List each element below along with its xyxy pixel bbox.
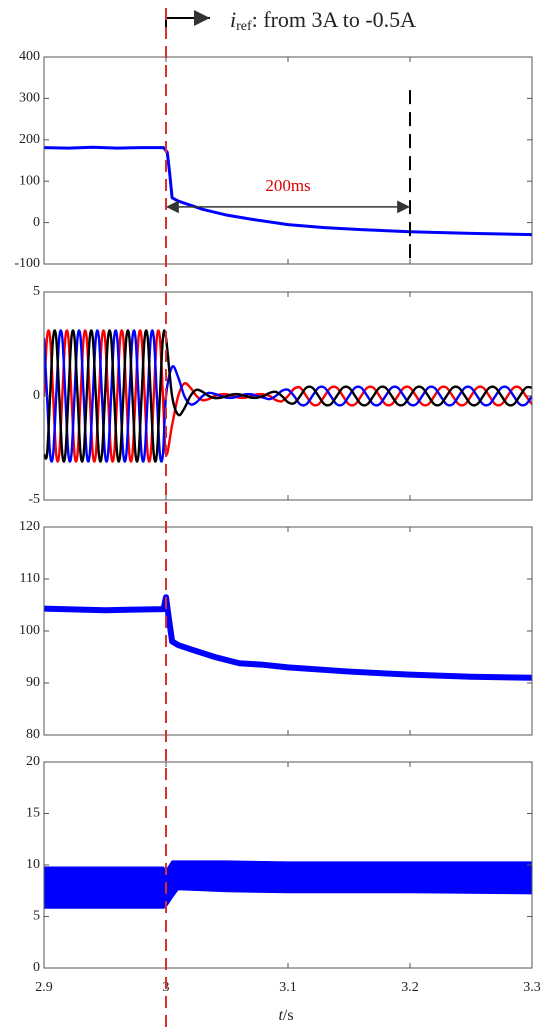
plot-area <box>44 594 532 681</box>
axes-frame <box>43 526 533 736</box>
annotation-subscript: ref <box>236 19 252 34</box>
x-label-unit: /s <box>283 1007 294 1024</box>
y-tick-label: 0 <box>33 388 40 403</box>
data-line <box>44 329 532 463</box>
y-tick-label: 400 <box>19 49 40 64</box>
y-tick-label: 100 <box>19 623 40 638</box>
x-tick-label: 3.1 <box>279 980 297 995</box>
y-tick-label: 120 <box>19 519 40 534</box>
data-line <box>44 594 532 681</box>
y-tick-label: 200 <box>19 132 40 147</box>
y-tick-label: -100 <box>14 256 40 271</box>
x-tick-label: 3.3 <box>523 980 541 995</box>
annotation: iref: from 3A to -0.5A <box>230 7 416 34</box>
data-band <box>43 860 533 909</box>
y-tick-label: 5 <box>33 909 40 924</box>
y-tick-label: 0 <box>33 960 40 975</box>
y-tick-label: 300 <box>19 91 40 106</box>
y-tick-label: -5 <box>28 492 40 507</box>
data-line <box>44 329 532 463</box>
y-tick-label: 90 <box>26 675 40 690</box>
x-axis-label: t/s <box>278 1007 293 1024</box>
data-line <box>44 329 532 463</box>
x-tick-label: 2.9 <box>35 980 53 995</box>
annotation-symbol: i <box>230 7 236 32</box>
y-tick-label: 0 <box>33 215 40 230</box>
y-tick-label: 15 <box>26 806 40 821</box>
y-tick-label: 100 <box>19 173 40 188</box>
x-label-symbol: t <box>278 1007 283 1024</box>
y-tick-label: 80 <box>26 727 40 742</box>
plot-area <box>44 329 532 463</box>
y-tick-label: 5 <box>33 284 40 299</box>
annotation-text: : from 3A to -0.5A <box>252 7 416 32</box>
y-tick-label: 20 <box>26 754 40 769</box>
interval-label: 200ms <box>265 176 310 195</box>
y-tick-label: 110 <box>20 571 40 586</box>
x-tick-label: 3.2 <box>401 980 419 995</box>
y-tick-label: 10 <box>26 857 40 872</box>
